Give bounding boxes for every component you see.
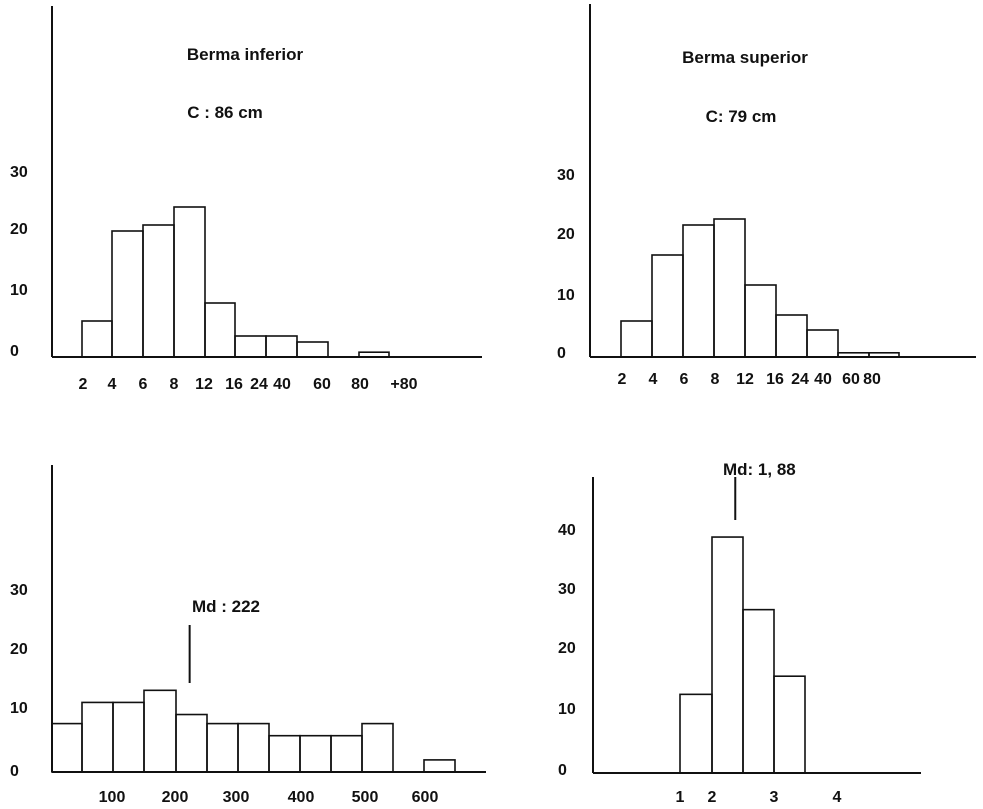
median-label: Md : 222 xyxy=(192,597,260,616)
panel-bottom-right: Md: 1, 88 0 10 20 30 40 1 2 3 4 xyxy=(558,460,921,806)
x-tick-label: 500 xyxy=(352,789,379,806)
y-tick-label: 10 xyxy=(10,282,28,299)
x-tick-label: 12 xyxy=(195,376,213,393)
x-tick-label: 16 xyxy=(225,376,243,393)
y-tick-label: 30 xyxy=(558,581,576,598)
x-tick-label: 4 xyxy=(649,371,658,388)
y-tick-label: 40 xyxy=(558,522,576,539)
chart-subtitle: C: 79 cm xyxy=(706,107,777,126)
histogram-bar xyxy=(423,759,456,773)
histogram-bar xyxy=(111,230,144,358)
x-tick-label: +80 xyxy=(390,376,417,393)
y-tick-label: 30 xyxy=(10,582,28,599)
histogram-bar xyxy=(651,254,684,358)
histogram-bar xyxy=(358,351,390,358)
x-tick-label: 400 xyxy=(288,789,315,806)
histogram-bar xyxy=(51,722,83,773)
histogram-bar xyxy=(175,713,208,773)
x-tick-label: 60 xyxy=(842,371,860,388)
y-tick-label: 20 xyxy=(557,226,575,243)
histogram-bar xyxy=(806,329,839,358)
x-tick-label: 12 xyxy=(736,371,754,388)
histogram-bar xyxy=(711,536,744,774)
histogram-bar xyxy=(173,206,206,358)
histogram-bar xyxy=(744,284,777,358)
chart-title: Berma superior xyxy=(682,48,808,67)
x-tick-label: 2 xyxy=(618,371,627,388)
histogram-bar xyxy=(296,341,329,358)
histogram-bar xyxy=(837,351,870,358)
histogram-bar xyxy=(361,722,394,773)
x-tick-label: 2 xyxy=(708,789,717,806)
x-tick-label: 8 xyxy=(170,376,179,393)
x-tick-label: 1 xyxy=(676,789,685,806)
histogram-bar xyxy=(81,701,114,773)
x-tick-label: 300 xyxy=(223,789,250,806)
histogram-bar xyxy=(81,320,113,358)
histogram-bar xyxy=(620,320,653,358)
x-tick-label: 60 xyxy=(313,376,331,393)
x-tick-label: 4 xyxy=(833,789,842,806)
x-tick-label: 80 xyxy=(863,371,881,388)
histogram-bar xyxy=(265,335,298,358)
y-tick-label: 20 xyxy=(10,641,28,658)
histogram-bar xyxy=(142,224,175,358)
panel-berma-superior: Berma superior C: 79 cm 0 10 20 30 2 4 6… xyxy=(557,4,976,388)
x-tick-label: 6 xyxy=(139,376,148,393)
median-label: Md: 1, 88 xyxy=(723,460,796,479)
x-tick-label: 24 xyxy=(250,376,268,393)
panel-bottom-left: Md : 222 0 10 20 30 100 200 300 400 500 … xyxy=(10,465,486,806)
histogram-bar xyxy=(330,734,363,773)
chart-title: Berma inferior xyxy=(187,45,304,64)
x-tick-label: 80 xyxy=(351,376,369,393)
x-tick-label: 200 xyxy=(162,789,189,806)
x-tick-label: 40 xyxy=(814,371,832,388)
x-tick-label: 100 xyxy=(99,789,126,806)
histogram-bar xyxy=(204,302,236,358)
histogram-bar xyxy=(206,722,239,773)
histogram-bar xyxy=(713,218,746,358)
histogram-bar xyxy=(682,224,715,358)
y-tick-label: 30 xyxy=(557,167,575,184)
x-tick-label: 24 xyxy=(791,371,809,388)
y-tick-label: 10 xyxy=(10,700,28,717)
x-tick-label: 600 xyxy=(412,789,439,806)
y-tick-label: 0 xyxy=(557,345,566,362)
histogram-bar xyxy=(773,675,806,774)
panel-berma-inferior: Berma inferior C : 86 cm 0 10 20 30 2 4 … xyxy=(10,6,482,393)
x-tick-label: 40 xyxy=(273,376,291,393)
histogram-bar xyxy=(234,335,267,358)
y-tick-label: 0 xyxy=(558,762,567,779)
x-tick-label: 4 xyxy=(108,376,117,393)
histogram-bar xyxy=(742,608,775,774)
x-tick-label: 3 xyxy=(770,789,779,806)
y-tick-label: 20 xyxy=(10,221,28,238)
y-tick-label: 10 xyxy=(558,701,576,718)
histogram-bar xyxy=(868,351,900,358)
histogram-bar xyxy=(112,701,145,773)
histogram-bar xyxy=(299,734,332,773)
chart-subtitle: C : 86 cm xyxy=(187,103,263,122)
histogram-bar xyxy=(775,314,808,358)
x-tick-label: 2 xyxy=(79,376,88,393)
y-tick-label: 0 xyxy=(10,763,19,780)
x-tick-label: 16 xyxy=(766,371,784,388)
histogram-bar xyxy=(268,734,301,773)
y-tick-label: 10 xyxy=(557,287,575,304)
y-tick-label: 20 xyxy=(558,640,576,657)
x-tick-label: 6 xyxy=(680,371,689,388)
histogram-bar xyxy=(237,722,270,773)
y-tick-label: 30 xyxy=(10,164,28,181)
x-tick-label: 8 xyxy=(711,371,720,388)
histogram-bar xyxy=(679,693,713,774)
y-tick-label: 0 xyxy=(10,343,19,360)
histogram-bar xyxy=(143,689,177,773)
